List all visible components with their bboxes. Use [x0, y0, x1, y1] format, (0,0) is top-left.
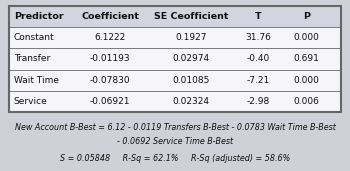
Text: 0.000: 0.000	[293, 76, 319, 85]
Bar	[9, 91, 341, 112]
Bar	[9, 6, 341, 27]
Text: -2.98: -2.98	[246, 97, 270, 106]
Text: -0.01193: -0.01193	[90, 55, 131, 63]
Text: 0.691: 0.691	[293, 55, 319, 63]
Text: - 0.0692 Service Time B-Best: - 0.0692 Service Time B-Best	[117, 137, 233, 146]
Text: S = 0.05848     R-Sq = 62.1%     R-Sq (adjusted) = 58.6%: S = 0.05848 R-Sq = 62.1% R-Sq (adjusted)…	[60, 154, 290, 163]
Text: -0.07830: -0.07830	[90, 76, 131, 85]
Text: 6.1222: 6.1222	[94, 33, 126, 42]
Text: Transfer: Transfer	[14, 55, 50, 63]
Text: 31.76: 31.76	[245, 33, 271, 42]
Text: Service: Service	[14, 97, 48, 106]
Text: P: P	[303, 12, 310, 21]
Bar	[9, 6, 341, 112]
Text: -7.21: -7.21	[246, 76, 270, 85]
Text: Coefficient: Coefficient	[81, 12, 139, 21]
Text: 0.1927: 0.1927	[175, 33, 206, 42]
Text: -0.40: -0.40	[246, 55, 270, 63]
Text: 0.01085: 0.01085	[172, 76, 210, 85]
Text: 0.02974: 0.02974	[172, 55, 209, 63]
Text: 0.006: 0.006	[293, 97, 319, 106]
Text: Wait Time: Wait Time	[14, 76, 59, 85]
Bar	[9, 27, 341, 48]
Text: 0.000: 0.000	[293, 33, 319, 42]
Bar	[9, 70, 341, 91]
Text: Predictor: Predictor	[14, 12, 63, 21]
Text: T: T	[255, 12, 261, 21]
Text: New Account B-Best = 6.12 - 0.0119 Transfers B-Best - 0.0783 Wait Time B-Best: New Account B-Best = 6.12 - 0.0119 Trans…	[15, 123, 335, 132]
Text: -0.06921: -0.06921	[90, 97, 131, 106]
Text: SE Ceofficient: SE Ceofficient	[154, 12, 228, 21]
Bar	[9, 48, 341, 70]
Text: Constant: Constant	[14, 33, 54, 42]
Text: 0.02324: 0.02324	[172, 97, 209, 106]
